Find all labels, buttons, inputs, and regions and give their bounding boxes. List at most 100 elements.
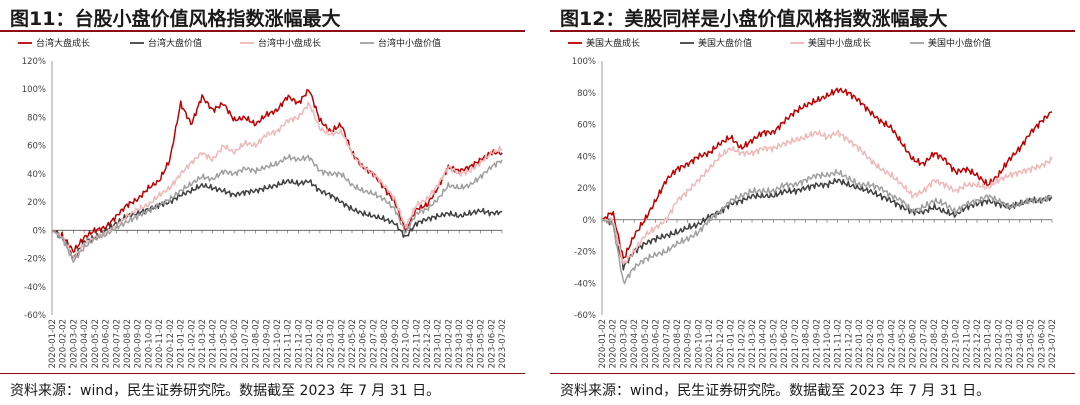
chart-title: 图12：美股同样是小盘价值风格指数涨幅最大 <box>560 8 948 30</box>
y-tick-label: -60% <box>574 311 596 321</box>
x-tick-label: 2020-04-02 <box>80 319 90 368</box>
x-tick-label: 2021-12-02 <box>844 319 854 368</box>
x-tick-label: 2022-08-02 <box>380 319 390 368</box>
x-tick-label: 2021-09-02 <box>262 319 272 368</box>
x-tick-label: 2022-02-02 <box>866 319 876 368</box>
x-tick-label: 2023-05-02 <box>477 319 487 368</box>
x-tick-label: 2022-01-02 <box>855 319 865 368</box>
x-tick-label: 2020-05-02 <box>91 319 101 368</box>
x-tick-label: 2020-06-02 <box>652 319 662 368</box>
x-tick-label: 2020-10-02 <box>694 319 704 368</box>
source-divider <box>0 373 525 374</box>
x-tick-label: 2021-05-02 <box>769 319 779 368</box>
x-tick-label: 2023-01-02 <box>434 319 444 368</box>
legend-label-0: 美国大盘成长 <box>586 37 640 49</box>
us-line-chart: 美国大盘成长 美国大盘价值 美国中小盘成长 美国中小盘价值 100% 80% 60% 40% 2… <box>568 37 1058 368</box>
x-tick-label: 2020-01-02 <box>48 319 58 368</box>
legend-label-3: 美国中小盘价值 <box>928 37 991 49</box>
title-divider <box>0 30 525 32</box>
y-tick-label: -60% <box>24 311 46 321</box>
x-tick-label: 2022-03-02 <box>327 319 337 368</box>
chart-title: 图11：台股小盘价值风格指数涨幅最大 <box>10 8 341 30</box>
x-tick-label: 2020-07-02 <box>662 319 672 368</box>
x-tick-label: 2022-12-02 <box>423 319 433 368</box>
x-tick-label: 2022-10-02 <box>402 319 412 368</box>
series-line-3 <box>51 153 503 264</box>
x-tick-label: 2022-03-02 <box>877 319 887 368</box>
series-line-2 <box>602 129 1053 265</box>
x-tick-label: 2021-11-02 <box>284 319 294 368</box>
legend-label-1: 美国大盘价值 <box>698 37 752 49</box>
y-tick-label: 80% <box>577 89 596 99</box>
y-tick-label: 100% <box>22 85 46 95</box>
x-tick-label: 2021-11-02 <box>834 319 844 368</box>
x-tick-label: 2022-01-02 <box>305 319 315 368</box>
x-tick-label: 2023-07-02 <box>498 319 508 368</box>
x-tick-label: 2020-02-02 <box>59 319 69 368</box>
x-tick-label: 2020-10-02 <box>144 319 154 368</box>
x-tick-label: 2020-09-02 <box>684 319 694 368</box>
legend-label-1: 台湾大盘价值 <box>148 37 202 49</box>
x-tick-label: 2021-04-02 <box>209 319 219 368</box>
x-tick-label: 2022-07-02 <box>369 319 379 368</box>
x-tick-label: 2021-02-02 <box>187 319 197 368</box>
legend-label-2: 美国中小盘成长 <box>808 37 871 49</box>
x-tick-label: 2020-08-02 <box>673 319 683 368</box>
y-tick-label: -40% <box>24 283 46 293</box>
x-tick-label: 2022-06-02 <box>359 319 369 368</box>
x-tick-label: 2023-02-02 <box>444 319 454 368</box>
x-tick-label: 2021-03-02 <box>198 319 208 368</box>
series-line-1 <box>601 178 1053 271</box>
y-tick-label: -40% <box>574 279 596 289</box>
x-tick-label: 2020-08-02 <box>123 319 133 368</box>
y-tick-label: 60% <box>577 121 596 131</box>
x-tick-label: 2021-10-02 <box>273 319 283 368</box>
series-line-0 <box>601 87 1053 259</box>
x-tick-label: 2021-01-02 <box>177 319 187 368</box>
x-tick-label: 2021-07-02 <box>241 319 251 368</box>
x-tick-label: 2022-07-02 <box>919 319 929 368</box>
x-tick-label: 2021-06-02 <box>230 319 240 368</box>
x-tick-label: 2021-02-02 <box>737 319 747 368</box>
title-divider <box>550 30 1075 32</box>
x-tick-label: 2021-09-02 <box>812 319 822 368</box>
x-tick-label: 2023-02-02 <box>994 319 1004 368</box>
y-tick-label: 20% <box>27 198 46 208</box>
x-tick-label: 2020-05-02 <box>641 319 651 368</box>
x-tick-label: 2023-03-02 <box>1005 319 1015 368</box>
x-tick-label: 2021-07-02 <box>791 319 801 368</box>
x-tick-label: 2020-04-02 <box>630 319 640 368</box>
x-tick-label: 2021-04-02 <box>759 319 769 368</box>
x-tick-label: 2020-02-02 <box>609 319 619 368</box>
x-tick-label: 2022-09-02 <box>391 319 401 368</box>
y-tick-label: 80% <box>27 113 46 123</box>
x-tick-label: 2020-12-02 <box>716 319 726 368</box>
x-tick-label: 2021-01-02 <box>727 319 737 368</box>
chart-source: 资料来源：wind，民生证券研究院。数据截至 2023 年 7 月 31 日。 <box>560 383 991 399</box>
x-tick-label: 2023-05-02 <box>1027 319 1037 368</box>
x-tick-label: 2023-01-02 <box>984 319 994 368</box>
x-tick-label: 2023-06-02 <box>1037 319 1047 368</box>
series-line-0 <box>51 89 503 253</box>
x-tick-label: 2020-06-02 <box>102 319 112 368</box>
x-tick-label: 2022-09-02 <box>941 319 951 368</box>
x-tick-label: 2020-07-02 <box>112 319 122 368</box>
x-tick-label: 2021-08-02 <box>252 319 262 368</box>
y-tick-label: 0% <box>583 216 597 226</box>
x-tick-label: 2022-05-02 <box>898 319 908 368</box>
x-tick-label: 2021-12-02 <box>294 319 304 368</box>
x-tick-label: 2022-11-02 <box>412 319 422 368</box>
x-tick-label: 2023-04-02 <box>1016 319 1026 368</box>
series-line-2 <box>51 101 503 261</box>
x-tick-label: 2020-09-02 <box>134 319 144 368</box>
legend-label-0: 台湾大盘成长 <box>36 37 90 49</box>
x-tick-label: 2020-11-02 <box>155 319 165 368</box>
x-tick-label: 2020-03-02 <box>69 319 79 368</box>
y-tick-label: 40% <box>27 170 46 180</box>
x-tick-label: 2022-06-02 <box>909 319 919 368</box>
x-tick-label: 2021-03-02 <box>748 319 758 368</box>
x-tick-label: 2020-03-02 <box>619 319 629 368</box>
chart-panel-us: 图12：美股同样是小盘价值风格指数涨幅最大 美国大盘成长 美国大盘价值 美国中小盘成… <box>550 0 1075 405</box>
y-tick-label: 0% <box>33 226 47 236</box>
y-tick-label: -20% <box>574 248 596 258</box>
